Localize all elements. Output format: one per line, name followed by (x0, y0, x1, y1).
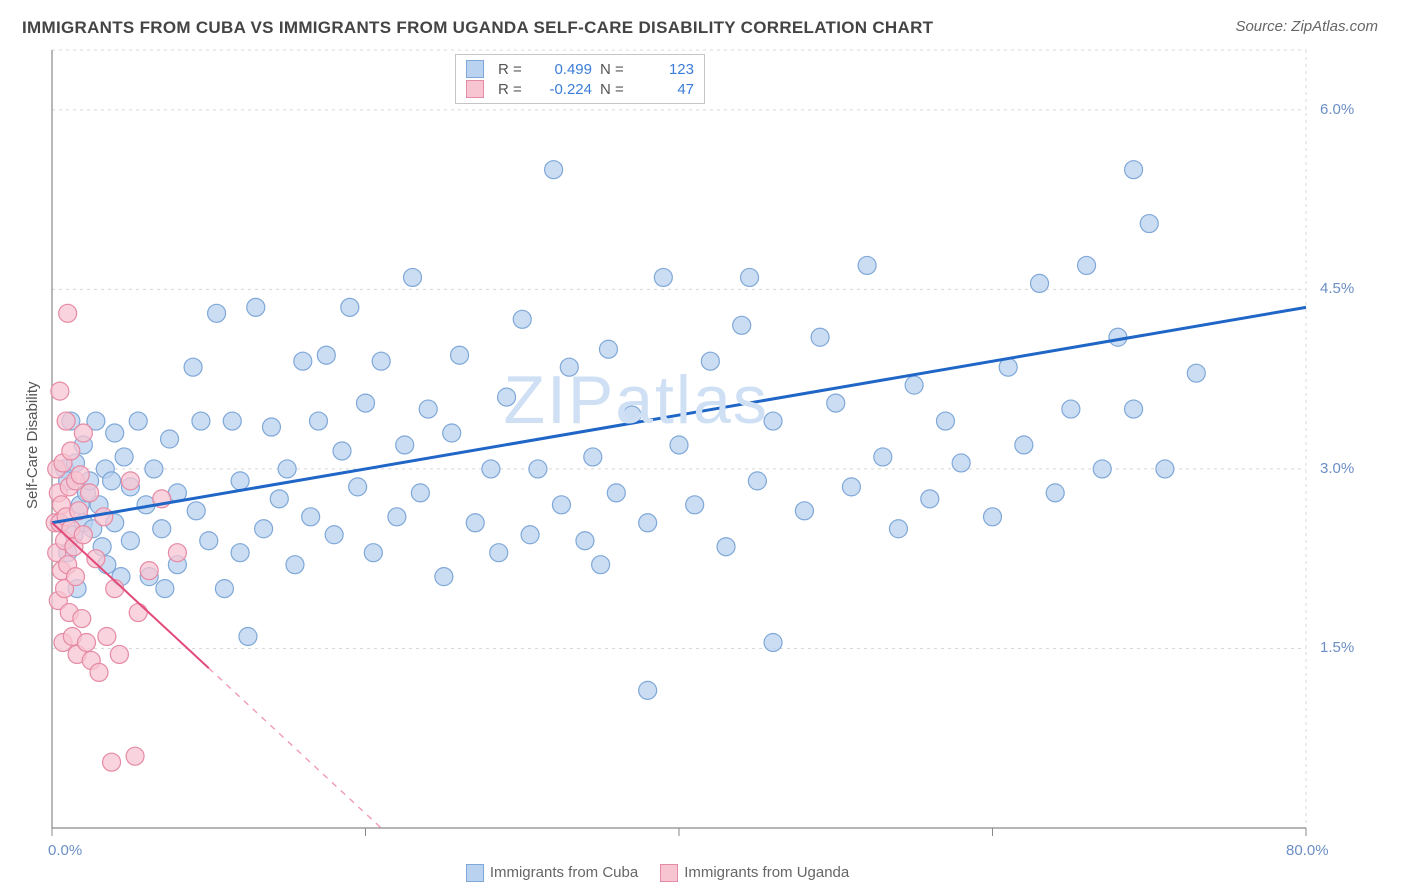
y-tick-label: 6.0% (1320, 101, 1354, 118)
legend-swatch (466, 864, 484, 882)
legend-item: Immigrants from Cuba (466, 864, 638, 882)
legend-swatch (466, 60, 484, 78)
stat-n-value: 47 (636, 81, 694, 98)
stats-row: R = -0.224 N = 47 (466, 79, 694, 99)
legend-item: Immigrants from Uganda (660, 864, 849, 882)
legend-label: Immigrants from Cuba (490, 864, 638, 881)
legend-label: Immigrants from Uganda (684, 864, 849, 881)
y-axis-label: Self-Care Disability (24, 381, 41, 509)
stat-r-value: -0.224 (534, 81, 592, 98)
stat-n-label: N = (600, 81, 628, 98)
stat-r-label: R = (498, 61, 526, 78)
stat-r-label: R = (498, 81, 526, 98)
legend-swatch (660, 864, 678, 882)
legend-swatch (466, 80, 484, 98)
x-axis-max-label: 80.0% (1286, 842, 1329, 859)
chart-container: IMMIGRANTS FROM CUBA VS IMMIGRANTS FROM … (0, 0, 1406, 892)
y-tick-label: 1.5% (1320, 639, 1354, 656)
stat-n-value: 123 (636, 61, 694, 78)
series-legend: Immigrants from Cuba Immigrants from Ugan… (466, 864, 849, 882)
y-tick-label: 4.5% (1320, 280, 1354, 297)
stats-row: R = 0.499 N = 123 (466, 59, 694, 79)
stat-r-value: 0.499 (534, 61, 592, 78)
stats-legend: R = 0.499 N = 123 R = -0.224 N = 47 (455, 54, 705, 104)
stat-n-label: N = (600, 61, 628, 78)
y-tick-label: 3.0% (1320, 460, 1354, 477)
x-axis-min-label: 0.0% (48, 842, 82, 859)
scatter-plot (0, 0, 1406, 892)
